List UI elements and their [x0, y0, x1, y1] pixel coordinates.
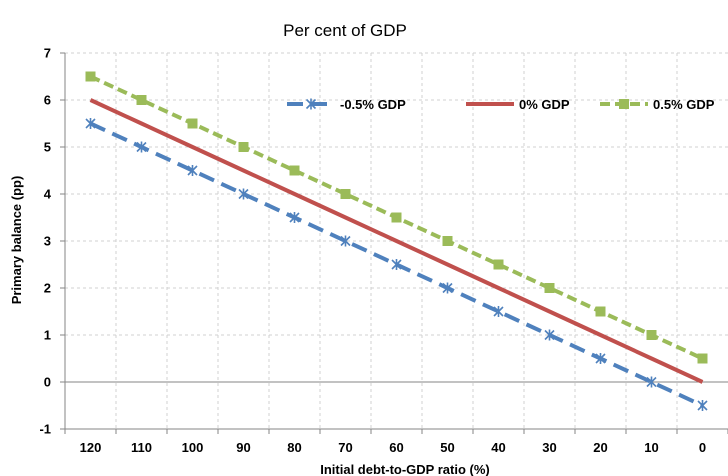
series-1-point	[544, 329, 555, 341]
series-1-point	[391, 259, 402, 270]
series-1-point	[340, 235, 351, 247]
y-tick-label: 5	[44, 140, 51, 155]
series-1-point	[442, 282, 453, 294]
series-1-point	[493, 306, 504, 317]
legend-item-1-label: -0.5% GDP	[340, 97, 406, 112]
legend: -0.5% GDP 0% GDP 0.5% GDP	[287, 97, 715, 112]
series-1-point	[136, 141, 147, 153]
legend-item-2-label: 0% GDP	[519, 97, 570, 112]
series-3-point	[289, 165, 300, 176]
y-tick-label: 6	[44, 93, 51, 108]
series-3-point	[391, 212, 402, 223]
series-3-point	[646, 330, 657, 340]
legend-item-1-marker	[305, 98, 317, 110]
series-3-point	[442, 236, 453, 246]
legend-item-3-marker	[619, 99, 629, 109]
series-1-point	[646, 376, 657, 388]
y-tick-label: 3	[44, 234, 51, 249]
x-tick-label: 20	[593, 440, 607, 455]
chart-title: Per cent of GDP	[283, 21, 407, 40]
series-3-point	[697, 353, 708, 364]
x-tick-label: 60	[389, 440, 403, 455]
y-axis-label: Primary balance (pp)	[9, 176, 24, 305]
y-tick-label: 7	[44, 46, 51, 61]
y-tick-label: 0	[44, 375, 51, 390]
series-1-point	[238, 188, 249, 200]
x-tick-label: 100	[182, 440, 204, 455]
legend-item-3: 0.5% GDP	[600, 97, 715, 112]
series-3-point	[493, 259, 504, 270]
x-tick-label: 90	[236, 440, 250, 455]
x-tick-label: 0	[699, 440, 706, 455]
x-tick-label: 40	[491, 440, 505, 455]
y-tick-label: -1	[39, 422, 51, 437]
series-1-point	[85, 118, 96, 129]
y-tick-label: 4	[44, 187, 52, 202]
y-tick-label: 2	[44, 281, 51, 296]
series-2-line	[89, 98, 704, 384]
series-3-point	[238, 142, 249, 152]
axes	[60, 52, 728, 434]
series-1	[85, 118, 708, 411]
series-3-point	[544, 283, 555, 293]
x-tick-label: 10	[644, 440, 658, 455]
series-2	[89, 98, 704, 384]
series-3-point	[136, 95, 147, 105]
legend-item-2: 0% GDP	[466, 97, 570, 112]
y-tick-label: 1	[44, 328, 51, 343]
series-3	[85, 71, 708, 364]
series-1-point	[595, 353, 606, 364]
x-tick-label: 30	[542, 440, 556, 455]
x-axis-label: Initial debt-to-GDP ratio (%)	[320, 462, 489, 476]
legend-item-1: -0.5% GDP	[287, 97, 406, 112]
series-1-point	[697, 400, 708, 411]
legend-item-3-label: 0.5% GDP	[653, 97, 715, 112]
x-tick-label: 80	[287, 440, 301, 455]
x-tick-label: 120	[80, 440, 102, 455]
series-1-point	[289, 212, 300, 223]
series-layer	[85, 71, 708, 411]
series-1-point	[187, 165, 198, 176]
x-tick-label: 50	[440, 440, 454, 455]
x-tick-label: 110	[131, 440, 152, 455]
series-3-point	[85, 71, 96, 82]
x-tick-label: 70	[338, 440, 352, 455]
series-3-point	[340, 189, 351, 199]
series-3-point	[595, 306, 606, 317]
series-3-point	[187, 118, 198, 129]
